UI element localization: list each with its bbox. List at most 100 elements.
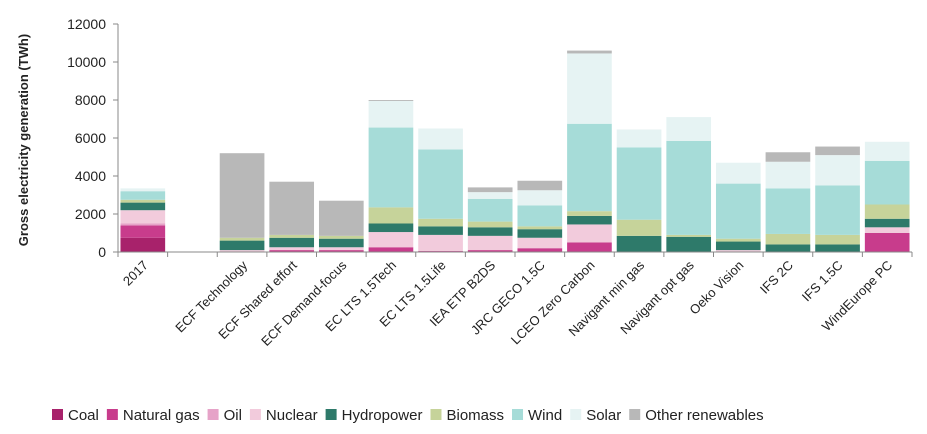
bar-segment: [666, 236, 712, 252]
legend-swatch: [52, 409, 63, 420]
bar-segment: [715, 183, 761, 239]
bar-segment: [467, 198, 513, 222]
y-tick-label: 8000: [75, 92, 106, 108]
legend-swatch: [249, 409, 261, 420]
legend-label: Natural gas: [123, 407, 200, 424]
bar-segment: [467, 250, 513, 252]
bar-segment: [616, 147, 662, 220]
x-tick-label: ECF Demand-focus: [258, 257, 350, 349]
bar-segment: [765, 244, 811, 252]
bar-segment: [715, 241, 761, 251]
bar-segment: [318, 200, 364, 236]
bar-segment: [815, 146, 860, 156]
x-tick-label: IFS 1.5C: [799, 258, 846, 305]
legend-swatch: [430, 409, 442, 420]
bar-segment: [517, 190, 563, 206]
bar-segment: [418, 218, 463, 227]
bar-segment: [318, 235, 364, 239]
bar-segment: [120, 210, 166, 224]
legend-label: Other renewables: [645, 407, 763, 424]
legend-swatch: [207, 409, 219, 420]
bar-segment: [120, 223, 166, 226]
bar-segment: [467, 221, 513, 228]
bar-segment: [120, 202, 166, 211]
bar-segment: [815, 155, 860, 186]
legend-label: Nuclear: [266, 407, 318, 424]
bar-segment: [815, 185, 860, 235]
bar-segment: [418, 234, 463, 252]
y-tick-label: 0: [98, 244, 106, 260]
bar-segment: [318, 247, 364, 251]
legend-swatch: [629, 409, 641, 420]
legend-label: Hydropower: [342, 407, 423, 424]
bar-segment: [120, 237, 166, 252]
bar-segment: [815, 234, 860, 245]
bar-segment: [418, 128, 463, 150]
y-tick-label: 4000: [75, 168, 106, 184]
x-tick-label: Oeko Vision: [686, 258, 746, 318]
bar-segment: [368, 100, 414, 101]
bar-segment: [467, 187, 513, 193]
x-tick-label: 2017: [120, 258, 151, 289]
bar-segment: [418, 149, 463, 219]
bar-segment: [567, 242, 612, 252]
legend-label: Coal: [68, 407, 99, 424]
bar-segment: [368, 232, 414, 248]
bar-segment: [219, 153, 265, 238]
bar-segment: [368, 223, 414, 233]
bar-segment: [368, 247, 414, 252]
bar-segment: [567, 50, 612, 54]
bar-segment: [269, 247, 315, 251]
bar-segment: [318, 238, 364, 248]
legend-label: Wind: [528, 407, 562, 424]
bar-segment: [269, 234, 315, 238]
bar-segment: [120, 191, 166, 200]
bar-segment: [517, 237, 563, 249]
legend-label: Oil: [224, 407, 242, 424]
bar-segment: [318, 250, 364, 252]
bar-segment: [616, 235, 662, 252]
y-tick-label: 2000: [75, 206, 106, 222]
bar-segment: [219, 240, 265, 251]
bar-segment: [517, 248, 563, 252]
bar-segment: [269, 237, 315, 248]
bar-segment: [864, 141, 910, 161]
bar-segment: [269, 181, 315, 235]
legend: Coal Natural gas Oil Nuclear Hydropower Bioma…: [52, 407, 764, 424]
bar-segment: [715, 162, 761, 184]
bar-segment: [765, 188, 811, 234]
bar-segment: [666, 234, 712, 237]
bar-segment: [418, 226, 463, 235]
bar-segment: [517, 180, 563, 191]
legend-swatch: [570, 409, 582, 420]
bar-segment: [567, 224, 612, 243]
bar-segment: [616, 219, 662, 236]
bar-segment: [517, 226, 563, 230]
legend-label: Solar: [586, 407, 621, 424]
bar-segment: [715, 250, 761, 252]
y-axis-title: Gross electricity generation (TWh): [16, 34, 31, 246]
bar-segment: [269, 250, 315, 252]
legend-swatch: [512, 409, 524, 420]
bar-segment: [864, 233, 910, 252]
bar-segment: [368, 207, 414, 224]
y-tick-label: 10000: [67, 54, 106, 70]
bar-segment: [666, 117, 712, 141]
bar-segment: [567, 211, 612, 216]
y-tick-label: 6000: [75, 130, 106, 146]
bar-segment: [467, 227, 513, 236]
bar-segment: [666, 140, 712, 235]
bar-segment: [120, 188, 166, 192]
bar-segment: [517, 205, 563, 227]
bar-segment: [616, 129, 662, 148]
bar-segment: [815, 244, 860, 252]
bar-segment: [120, 199, 166, 203]
bar-segment: [864, 218, 910, 228]
bar-segment: [120, 225, 166, 238]
legend-swatch: [106, 409, 118, 420]
bar-segment: [219, 250, 265, 252]
x-tick-label: LCEO Zero Carbon: [508, 258, 598, 348]
bar-segment: [567, 53, 612, 124]
